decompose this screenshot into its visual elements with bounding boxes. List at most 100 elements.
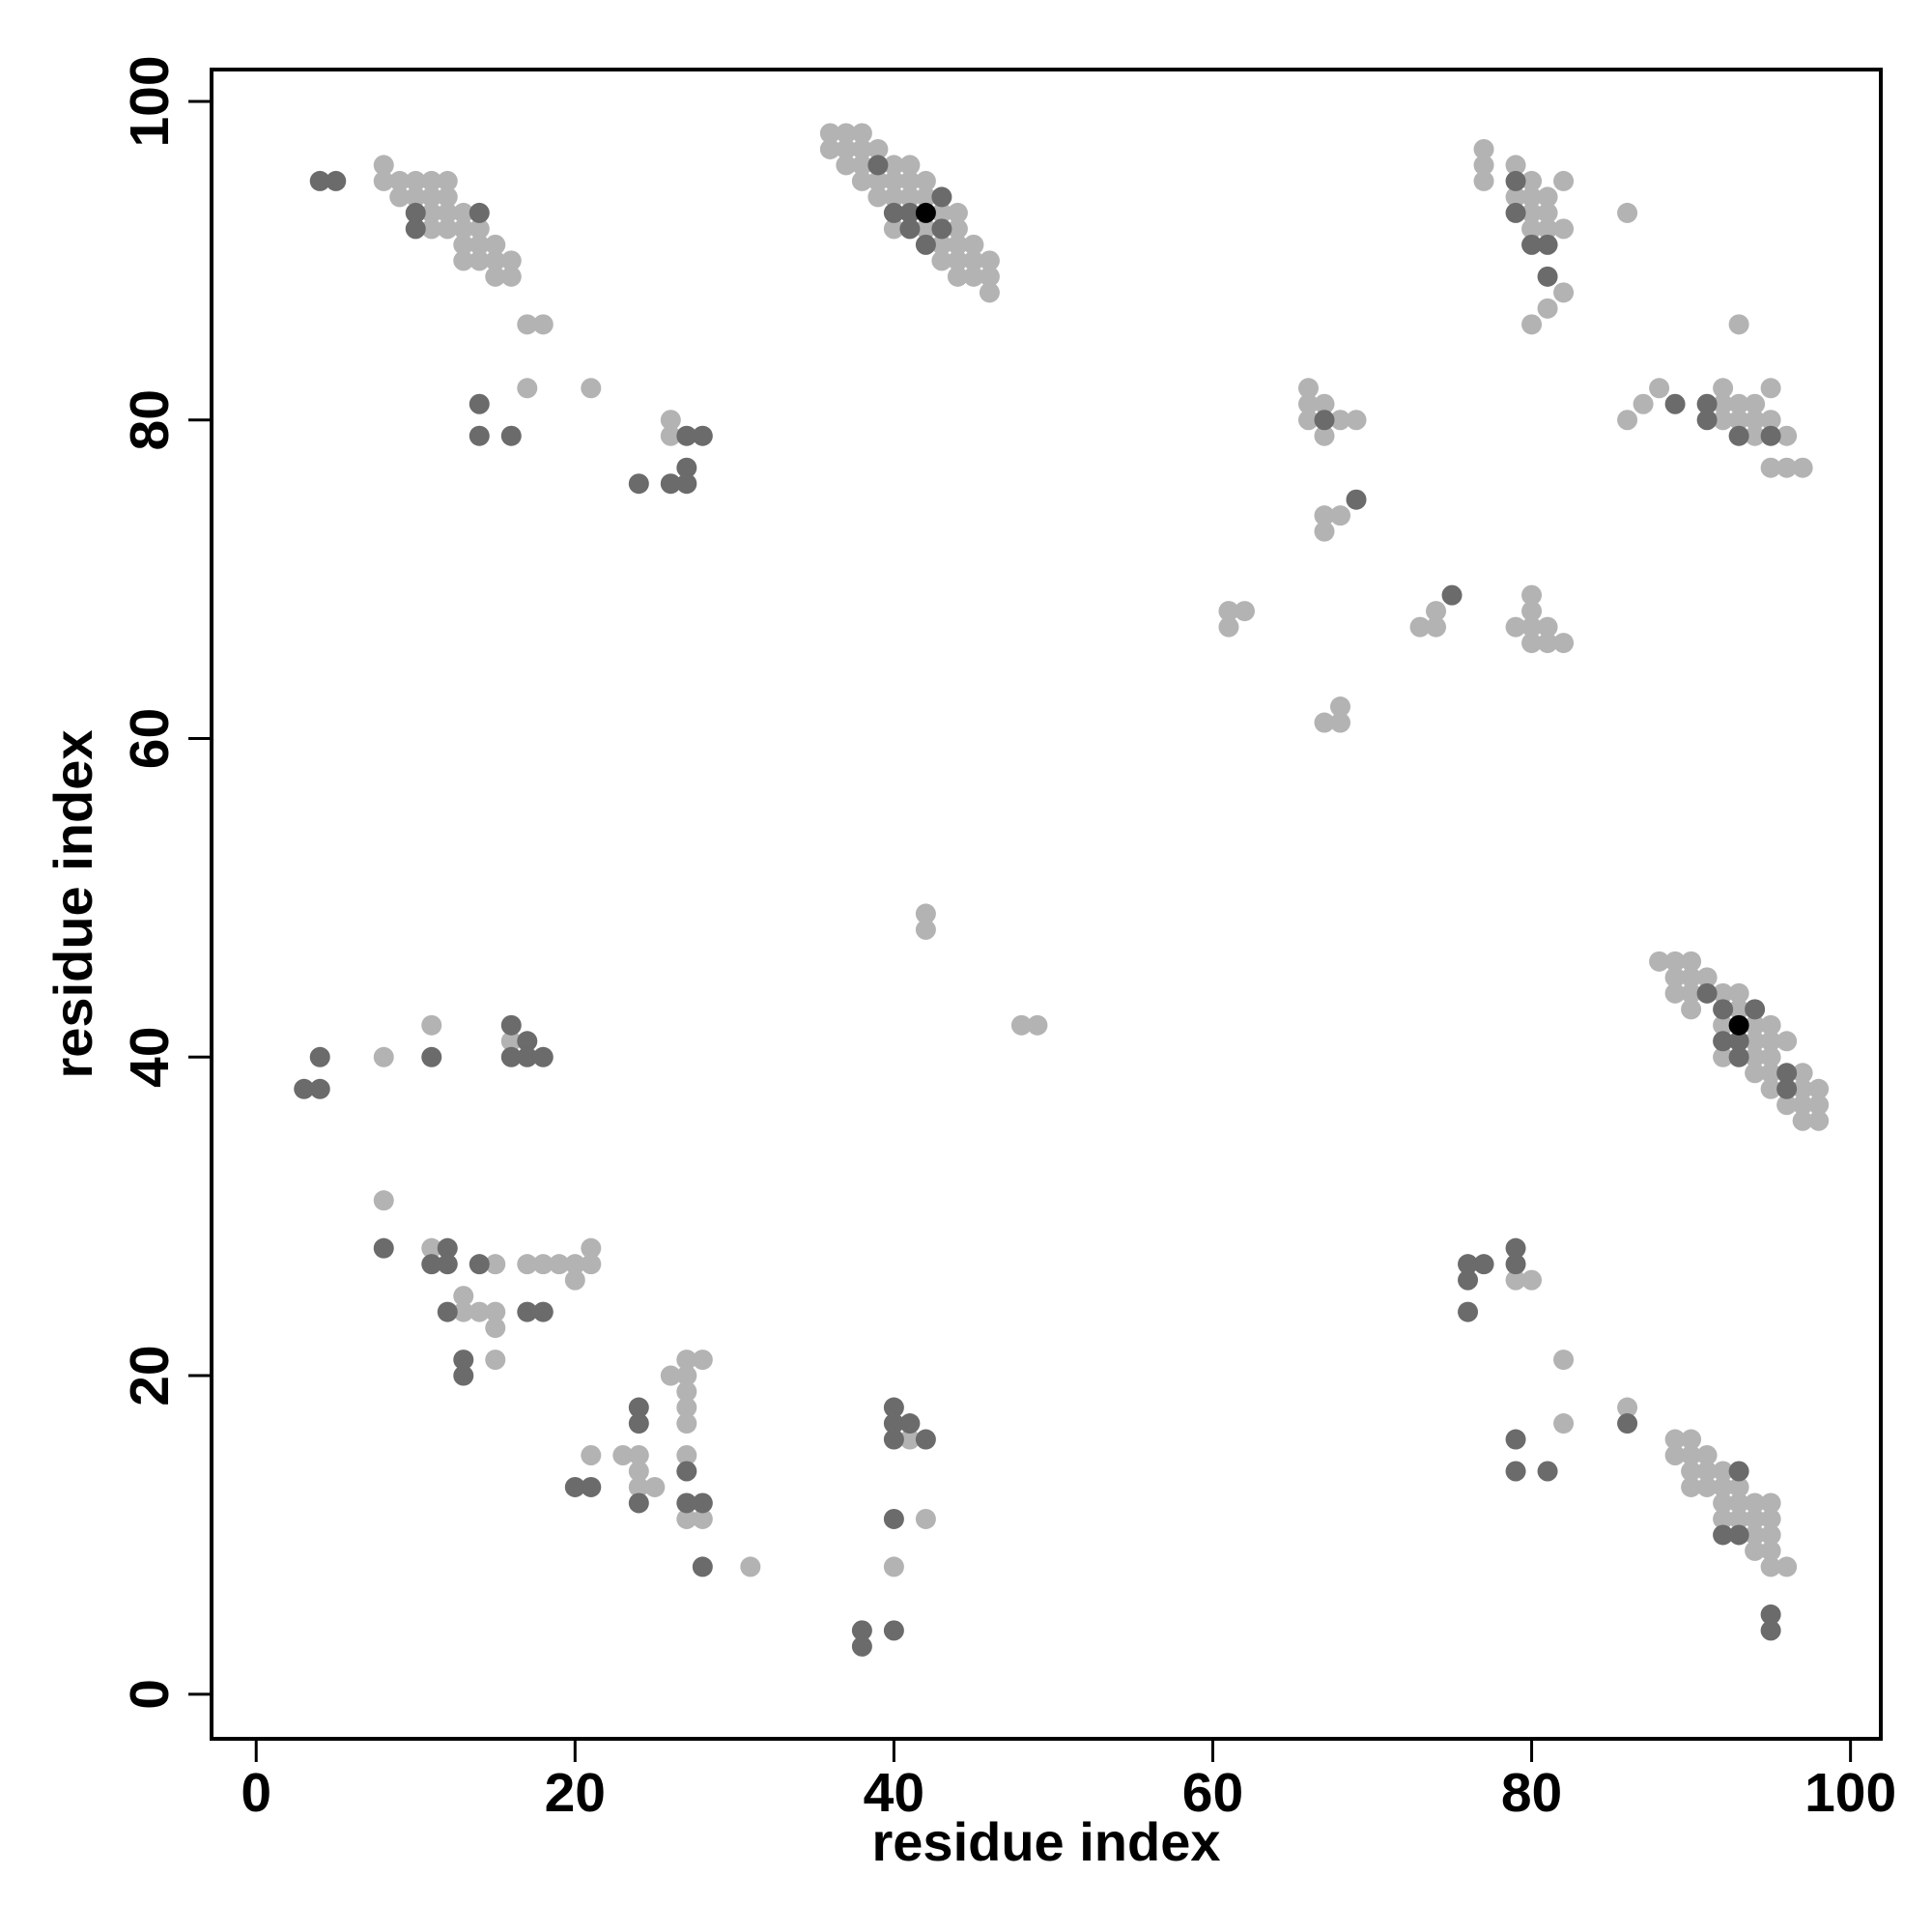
- contact-point: [1649, 951, 1670, 972]
- contact-point: [1713, 999, 1734, 1020]
- contact-point: [1760, 1078, 1781, 1099]
- contact-point: [1505, 616, 1526, 638]
- contact-point: [437, 1254, 458, 1275]
- contact-point: [1696, 1476, 1718, 1497]
- contact-point: [899, 202, 921, 223]
- contact-point: [581, 378, 602, 399]
- contact-point: [517, 1301, 538, 1322]
- contact-point: [500, 250, 522, 271]
- contact-point: [469, 218, 490, 240]
- contact-point: [883, 1429, 904, 1450]
- contact-point: [1713, 1508, 1734, 1529]
- contact-point: [1521, 234, 1543, 255]
- contact-point: [1745, 1492, 1766, 1514]
- contact-point: [692, 1556, 713, 1577]
- contact-point: [389, 186, 411, 208]
- contact-point: [1553, 218, 1575, 240]
- contact-point: [453, 250, 474, 271]
- contact-point: [421, 170, 442, 191]
- contact-point: [1505, 155, 1526, 176]
- contact-point: [485, 234, 506, 255]
- contact-point: [1760, 425, 1781, 446]
- contact-point: [1713, 1461, 1734, 1482]
- contact-point: [1505, 202, 1526, 223]
- contact-point: [915, 1508, 936, 1529]
- contact-point: [1728, 410, 1749, 431]
- contact-point: [915, 919, 936, 940]
- contact-point: [1776, 1556, 1798, 1577]
- contact-point: [1792, 457, 1813, 478]
- contact-point: [405, 202, 426, 223]
- contact-point: [453, 218, 474, 240]
- contact-point: [1330, 410, 1351, 431]
- contact-point: [309, 170, 330, 191]
- contact-point: [1521, 633, 1543, 654]
- contact-point: [867, 155, 889, 176]
- contact-point: [1297, 378, 1319, 399]
- contact-point: [1521, 202, 1543, 223]
- contact-point: [1792, 1063, 1813, 1084]
- contact-point: [564, 1269, 585, 1291]
- contact-point: [1314, 393, 1335, 414]
- contact-point: [1792, 1110, 1813, 1131]
- contact-point: [628, 1445, 649, 1466]
- contact-point: [1537, 218, 1558, 240]
- contact-point: [1760, 1540, 1781, 1561]
- contact-point: [628, 1413, 649, 1435]
- contact-point: [1745, 1014, 1766, 1036]
- contact-point: [1728, 1492, 1749, 1514]
- contact-point: [979, 282, 1000, 303]
- contact-point: [1760, 457, 1781, 478]
- contact-point: [517, 314, 538, 335]
- contact-point: [1553, 1350, 1575, 1371]
- contact-point: [1521, 1269, 1543, 1291]
- contact-point: [1521, 616, 1543, 638]
- contact-point: [1776, 1063, 1798, 1084]
- contact-point: [1696, 982, 1718, 1004]
- contact-point: [1537, 186, 1558, 208]
- contact-point: [405, 186, 426, 208]
- contact-point: [373, 1190, 394, 1211]
- contact-point: [1617, 1397, 1638, 1418]
- contact-point: [437, 1237, 458, 1259]
- contact-point: [1760, 1031, 1781, 1052]
- contact-point: [851, 138, 872, 159]
- contact-point: [1617, 410, 1638, 431]
- contact-point: [931, 218, 952, 240]
- contact-point: [564, 1476, 585, 1497]
- contact-point: [1664, 982, 1686, 1004]
- contact-point: [421, 218, 442, 240]
- contact-point: [1027, 1014, 1048, 1036]
- contact-point: [1426, 616, 1447, 638]
- contact-point: [1330, 696, 1351, 718]
- contact-point: [517, 1254, 538, 1275]
- contact-point: [899, 1429, 921, 1450]
- contact-point: [1745, 1031, 1766, 1052]
- contact-point: [676, 1397, 697, 1418]
- contact-point: [692, 1508, 713, 1529]
- contact-point: [692, 1350, 713, 1371]
- contact-point: [628, 1476, 649, 1497]
- contact-point: [1297, 393, 1319, 414]
- contact-point: [453, 1286, 474, 1307]
- contact-point: [1728, 982, 1749, 1004]
- contact-point: [1760, 1492, 1781, 1514]
- contact-point: [437, 218, 458, 240]
- contact-point: [1505, 1254, 1526, 1275]
- contact-point: [1664, 951, 1686, 972]
- contact-point: [373, 155, 394, 176]
- contact-point: [1776, 1031, 1798, 1052]
- contact-point: [899, 186, 921, 208]
- contact-point: [405, 170, 426, 191]
- contact-point: [1458, 1269, 1479, 1291]
- contact-point: [692, 1492, 713, 1514]
- contact-point: [1521, 601, 1543, 622]
- contact-point: [1776, 1078, 1798, 1099]
- contact-point: [1728, 1461, 1749, 1482]
- contact-point: [1713, 1031, 1734, 1052]
- contact-point: [500, 425, 522, 446]
- x-tick-label: 60: [1182, 1762, 1243, 1824]
- contact-point: [1314, 425, 1335, 446]
